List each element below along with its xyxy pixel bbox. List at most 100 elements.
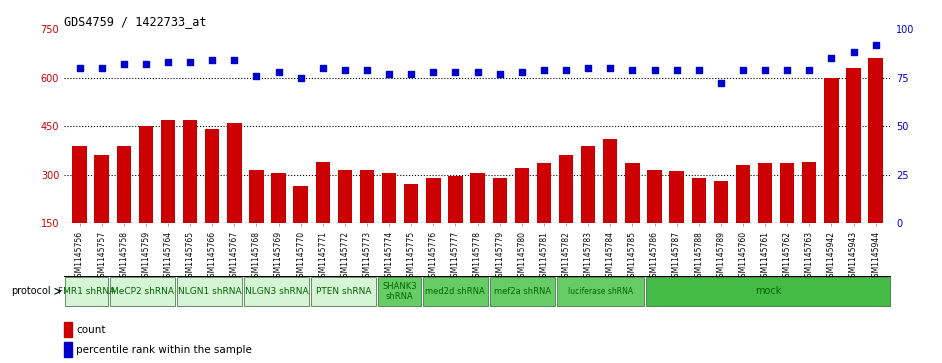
Point bbox=[448, 69, 463, 75]
Point bbox=[625, 67, 640, 73]
Point bbox=[404, 71, 419, 77]
Point bbox=[691, 67, 706, 73]
Point bbox=[360, 67, 375, 73]
Bar bbox=[311, 277, 376, 306]
Bar bbox=[64, 322, 73, 338]
Bar bbox=[64, 342, 73, 357]
Bar bbox=[94, 155, 109, 223]
Bar bbox=[161, 120, 175, 223]
Text: GDS4759 / 1422733_at: GDS4759 / 1422733_at bbox=[64, 15, 206, 28]
Bar bbox=[803, 162, 817, 223]
Bar bbox=[448, 176, 463, 223]
Text: mock: mock bbox=[755, 286, 781, 296]
Bar bbox=[378, 277, 421, 306]
Point bbox=[293, 75, 308, 81]
Point bbox=[183, 59, 198, 65]
Bar bbox=[470, 173, 485, 223]
Bar bbox=[338, 170, 352, 223]
Bar bbox=[581, 146, 595, 223]
Text: SHANK3
shRNA: SHANK3 shRNA bbox=[382, 282, 416, 301]
Text: count: count bbox=[76, 325, 106, 335]
Point bbox=[492, 71, 507, 77]
Bar bbox=[271, 173, 285, 223]
Point bbox=[382, 71, 397, 77]
Bar bbox=[250, 170, 264, 223]
Bar bbox=[73, 146, 87, 223]
Bar bbox=[714, 181, 728, 223]
Bar bbox=[514, 168, 529, 223]
Point bbox=[580, 65, 595, 71]
Point bbox=[514, 69, 529, 75]
Bar bbox=[244, 277, 309, 306]
Bar bbox=[625, 163, 640, 223]
Bar bbox=[647, 170, 661, 223]
Point bbox=[802, 67, 817, 73]
Point bbox=[536, 67, 551, 73]
Bar bbox=[758, 163, 772, 223]
Bar bbox=[846, 68, 861, 223]
Bar bbox=[537, 163, 551, 223]
Point bbox=[94, 65, 109, 71]
Point bbox=[846, 49, 861, 55]
Bar bbox=[382, 173, 397, 223]
Bar bbox=[138, 126, 153, 223]
Bar bbox=[177, 277, 242, 306]
Point bbox=[669, 67, 684, 73]
Bar bbox=[780, 163, 794, 223]
Point bbox=[647, 67, 662, 73]
Point bbox=[337, 67, 352, 73]
Point bbox=[116, 61, 131, 67]
Bar bbox=[183, 120, 197, 223]
Point bbox=[72, 65, 87, 71]
Point bbox=[426, 69, 441, 75]
Bar bbox=[426, 178, 441, 223]
Bar bbox=[824, 78, 838, 223]
Bar bbox=[736, 165, 750, 223]
Bar bbox=[294, 186, 308, 223]
Point bbox=[138, 61, 154, 67]
Bar bbox=[227, 123, 241, 223]
Text: luciferase shRNA: luciferase shRNA bbox=[568, 287, 633, 296]
Bar bbox=[490, 277, 555, 306]
Bar bbox=[316, 162, 330, 223]
Point bbox=[736, 67, 751, 73]
Text: FMR1 shRNA: FMR1 shRNA bbox=[57, 287, 115, 296]
Point bbox=[757, 67, 772, 73]
Text: NLGN1 shRNA: NLGN1 shRNA bbox=[177, 287, 241, 296]
Bar bbox=[869, 58, 883, 223]
Bar bbox=[205, 129, 219, 223]
Bar bbox=[404, 184, 418, 223]
Point bbox=[824, 55, 839, 61]
Text: PTEN shRNA: PTEN shRNA bbox=[316, 287, 371, 296]
Bar bbox=[670, 171, 684, 223]
Bar bbox=[603, 139, 617, 223]
Point bbox=[869, 42, 884, 48]
Text: percentile rank within the sample: percentile rank within the sample bbox=[76, 345, 252, 355]
Bar bbox=[646, 277, 890, 306]
Bar bbox=[109, 277, 175, 306]
Point bbox=[713, 81, 728, 86]
Point bbox=[780, 67, 795, 73]
Bar bbox=[117, 146, 131, 223]
Bar bbox=[360, 170, 374, 223]
Point bbox=[204, 57, 219, 63]
Point bbox=[603, 65, 618, 71]
Text: MeCP2 shRNA: MeCP2 shRNA bbox=[111, 287, 173, 296]
Text: NLGN3 shRNA: NLGN3 shRNA bbox=[245, 287, 308, 296]
Text: mef2a shRNA: mef2a shRNA bbox=[494, 287, 551, 296]
Bar bbox=[559, 155, 574, 223]
Point bbox=[271, 69, 286, 75]
Text: protocol: protocol bbox=[11, 286, 51, 296]
Text: med2d shRNA: med2d shRNA bbox=[426, 287, 485, 296]
Bar bbox=[691, 178, 706, 223]
Bar bbox=[493, 178, 507, 223]
Point bbox=[316, 65, 331, 71]
Bar bbox=[557, 277, 644, 306]
Bar bbox=[65, 277, 108, 306]
Point bbox=[160, 59, 175, 65]
Point bbox=[559, 67, 574, 73]
Point bbox=[470, 69, 485, 75]
Point bbox=[227, 57, 242, 63]
Point bbox=[249, 73, 264, 78]
Bar bbox=[423, 277, 488, 306]
